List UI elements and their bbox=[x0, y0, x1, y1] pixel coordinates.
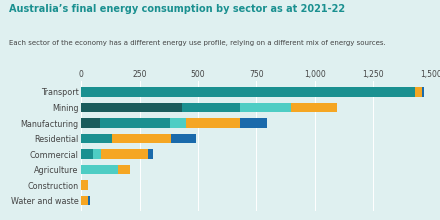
Bar bbox=[81, 118, 100, 128]
Bar bbox=[182, 103, 240, 112]
Bar bbox=[171, 134, 196, 143]
Bar bbox=[422, 87, 424, 97]
Bar bbox=[240, 103, 291, 112]
Bar bbox=[415, 87, 422, 97]
Bar bbox=[81, 87, 415, 97]
Text: Each sector of the economy has a different energy use profile, relying on a diff: Each sector of the economy has a differe… bbox=[9, 40, 385, 46]
Bar bbox=[81, 180, 88, 190]
Bar bbox=[81, 196, 88, 205]
Bar bbox=[240, 118, 267, 128]
Bar bbox=[81, 165, 117, 174]
Bar bbox=[81, 134, 112, 143]
Bar bbox=[81, 149, 93, 159]
Text: Australia’s final energy consumption by sector as at 2021-22: Australia’s final energy consumption by … bbox=[9, 4, 345, 14]
Bar bbox=[93, 149, 101, 159]
Bar bbox=[291, 103, 337, 112]
Bar bbox=[170, 118, 187, 128]
Bar bbox=[101, 149, 148, 159]
Bar bbox=[187, 118, 240, 128]
Bar bbox=[148, 149, 153, 159]
Bar bbox=[81, 103, 182, 112]
Bar bbox=[112, 134, 171, 143]
Bar bbox=[88, 196, 90, 205]
Bar bbox=[117, 165, 130, 174]
Bar bbox=[100, 118, 170, 128]
